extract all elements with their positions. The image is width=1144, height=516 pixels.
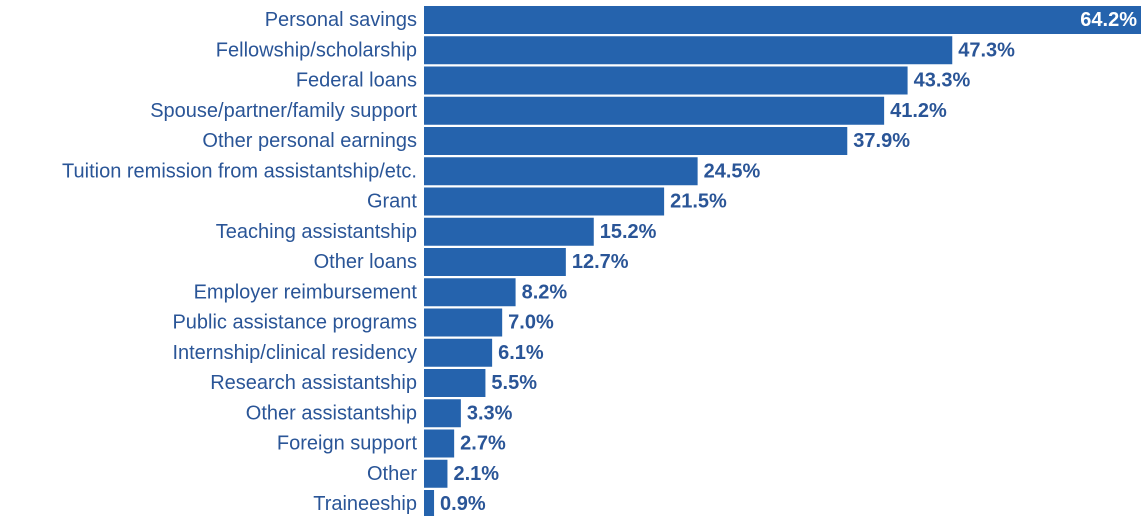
value-label: 64.2% xyxy=(1080,9,1137,31)
value-label: 12.7% xyxy=(572,251,629,273)
category-label: Personal savings xyxy=(265,9,417,31)
category-label: Teaching assistantship xyxy=(216,221,417,243)
value-label: 41.2% xyxy=(890,100,947,122)
bar xyxy=(424,399,461,428)
value-label: 2.1% xyxy=(453,463,499,485)
value-label: 3.3% xyxy=(467,402,513,424)
category-label: Internship/clinical residency xyxy=(172,342,417,364)
value-label: 6.1% xyxy=(498,342,544,364)
bar xyxy=(424,278,516,307)
value-label: 21.5% xyxy=(670,191,727,213)
bar xyxy=(424,187,665,216)
bar xyxy=(424,96,885,125)
bar xyxy=(424,459,448,488)
bar xyxy=(424,248,566,276)
value-label: 24.5% xyxy=(704,160,761,182)
bar xyxy=(424,369,486,397)
value-label: 43.3% xyxy=(914,70,971,92)
category-label: Grant xyxy=(367,191,417,213)
value-label: 37.9% xyxy=(853,130,910,152)
bar xyxy=(424,36,953,65)
category-label: Tuition remission from assistantship/etc… xyxy=(62,160,417,182)
bar xyxy=(424,308,503,337)
category-label: Research assistantship xyxy=(210,372,417,394)
category-label: Other xyxy=(367,463,417,485)
value-label: 5.5% xyxy=(491,372,537,394)
category-label: Spouse/partner/family support xyxy=(150,100,417,122)
bar xyxy=(424,6,1141,34)
value-label: 15.2% xyxy=(600,221,657,243)
category-label: Employer reimbursement xyxy=(194,281,418,303)
category-label: Other assistantship xyxy=(246,402,417,424)
category-label: Other loans xyxy=(314,251,417,273)
category-label: Foreign support xyxy=(277,433,418,455)
bar xyxy=(424,338,493,367)
value-label: 0.9% xyxy=(440,493,486,515)
value-label: 7.0% xyxy=(508,312,554,334)
category-label: Traineeship xyxy=(313,493,417,515)
category-label: Public assistance programs xyxy=(172,312,417,334)
category-label: Federal loans xyxy=(296,70,417,92)
bar xyxy=(424,127,848,155)
value-label: 8.2% xyxy=(522,281,568,303)
value-label: 47.3% xyxy=(958,39,1015,61)
category-label: Fellowship/scholarship xyxy=(216,39,417,61)
bar xyxy=(424,157,698,186)
bar xyxy=(424,217,594,246)
bar xyxy=(424,66,908,95)
bar xyxy=(424,490,435,516)
bar xyxy=(424,429,455,458)
value-label: 2.7% xyxy=(460,433,506,455)
category-label: Other personal earnings xyxy=(202,130,417,152)
